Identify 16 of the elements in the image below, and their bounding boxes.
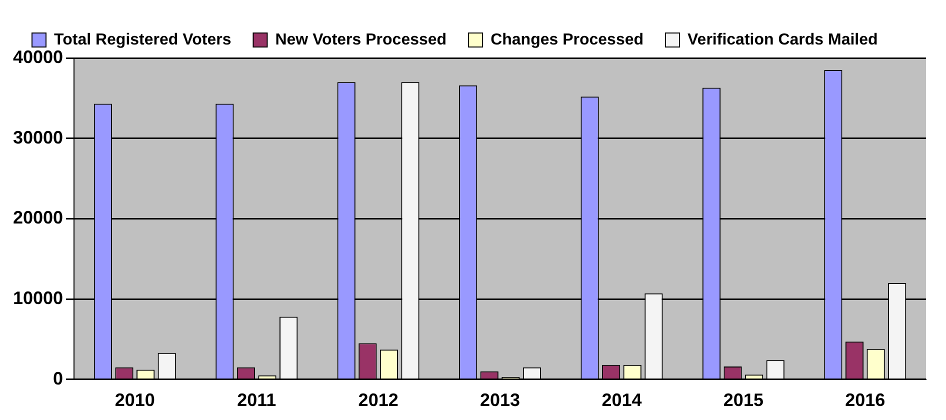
y-tick-label: 40000 [12, 46, 64, 67]
x-tick-label: 2012 [358, 390, 398, 410]
x-tick-label: 2015 [723, 390, 764, 410]
y-tick-label: 30000 [12, 127, 64, 148]
legend-label: Verification Cards Mailed [688, 31, 878, 48]
x-tick-label: 2014 [602, 390, 642, 410]
x-tick-label: 2016 [845, 390, 886, 410]
legend-label: New Voters Processed [275, 31, 447, 48]
x-tick-label: 2011 [237, 390, 276, 410]
y-tick-label: 20000 [12, 208, 64, 228]
y-tick-label: 0 [53, 368, 64, 388]
x-tick-label: 2010 [114, 390, 155, 410]
y-tick-label: 10000 [12, 288, 64, 308]
x-tick-label: 2013 [480, 390, 520, 410]
legend-label: Total Registered Voters [54, 31, 232, 48]
legend-label: Changes Processed [490, 31, 644, 48]
